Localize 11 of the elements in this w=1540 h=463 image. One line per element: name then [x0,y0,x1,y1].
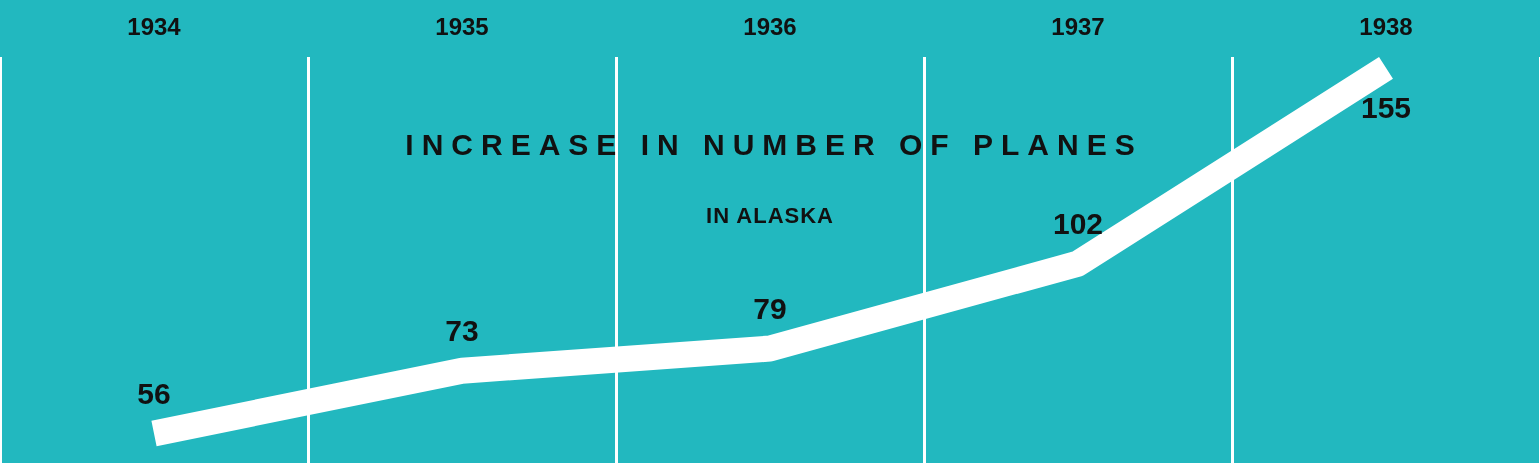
x-tick-label: 1938 [1359,13,1413,41]
data-label: 155 [1360,91,1412,125]
x-tick-label: 1935 [435,13,489,41]
x-tick-label: 1936 [743,13,797,41]
data-label: 79 [753,291,787,325]
data-label: 56 [137,376,171,410]
x-tick-label: 1937 [1051,13,1105,41]
data-label: 102 [1052,206,1104,240]
x-tick-label: 1934 [127,13,182,41]
text: IN ALASKA [706,202,834,228]
data-label: 73 [445,313,479,347]
